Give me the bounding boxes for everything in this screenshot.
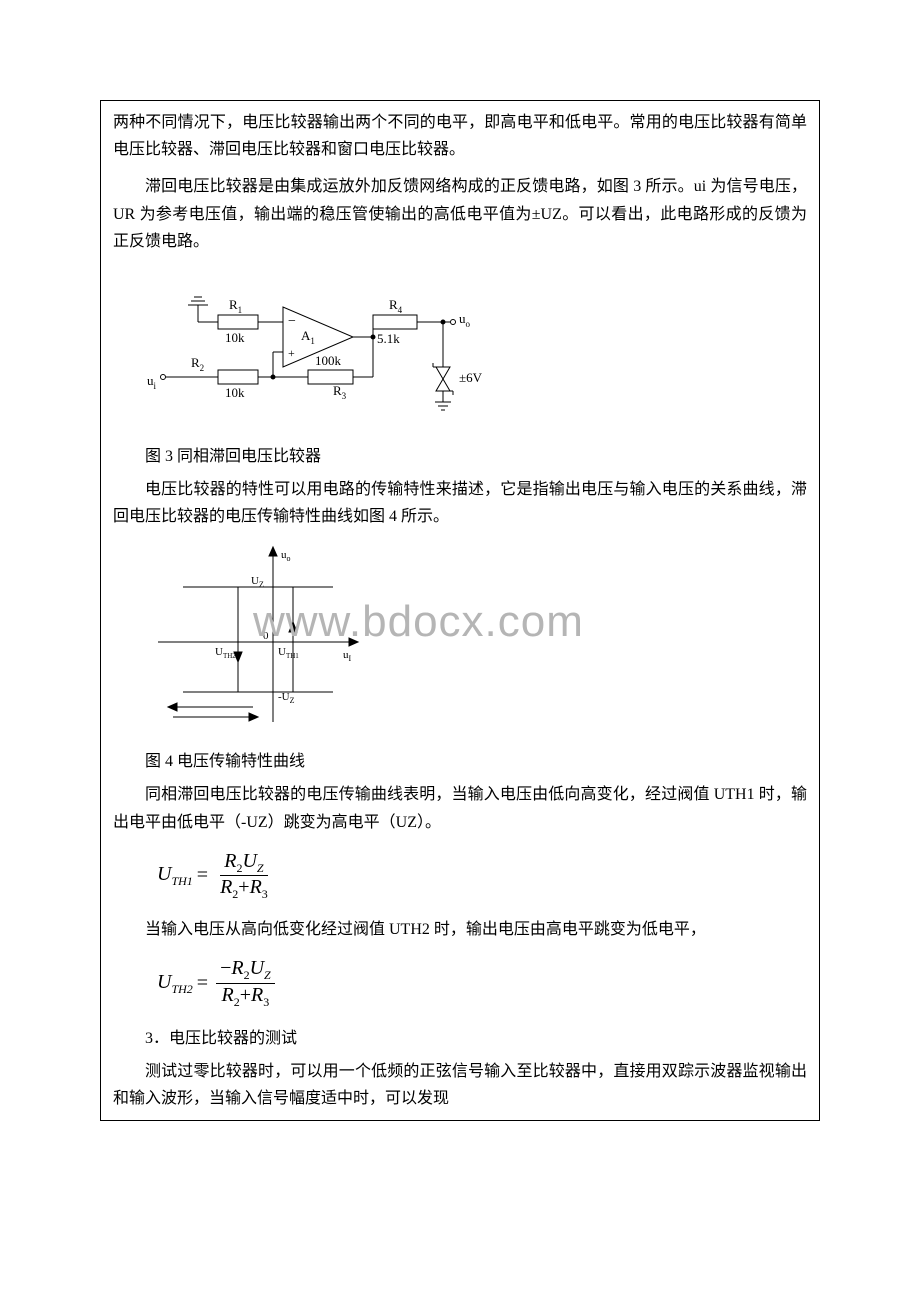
paragraph-6: 测试过零比较器时，可以用一个低频的正弦信号输入至比较器中，直接用双踪示波器监视输… bbox=[113, 1058, 807, 1112]
label-r4: R4 bbox=[389, 297, 403, 315]
label-uth2: UTH2 bbox=[215, 646, 236, 660]
minus-sign: − bbox=[288, 314, 296, 329]
label-r4v: 5.1k bbox=[377, 331, 400, 346]
paragraph-5: 当输入电压从高向低变化经过阀值 UTH2 时，输出电压由高电平跳变为低电平， bbox=[113, 916, 807, 943]
label-muz: -UZ bbox=[278, 691, 295, 705]
axis-ui: uI bbox=[343, 649, 352, 663]
document-frame: 两种不同情况下，电压比较器输出两个不同的电平，即高电平和低电平。常用的电压比较器… bbox=[100, 100, 820, 1121]
paragraph-1: 两种不同情况下，电压比较器输出两个不同的电平，即高电平和低电平。常用的电压比较器… bbox=[113, 109, 807, 163]
equation-uth2: UTH2 = −R2UZ R2+R3 bbox=[157, 957, 807, 1010]
label-r3v: 100k bbox=[315, 353, 342, 368]
label-r1: R1 bbox=[229, 297, 242, 315]
figure-4-caption: 图 4 电压传输特性曲线 bbox=[113, 747, 807, 771]
axis-uo: uo bbox=[281, 549, 291, 563]
section-3-heading: 3．电压比较器的测试 bbox=[113, 1024, 807, 1048]
circuit-svg: R1 10k R2 10k R3 100k R4 5.1k A1 − + ui … bbox=[143, 267, 513, 427]
label-r1v: 10k bbox=[225, 330, 245, 345]
origin-zero: 0 bbox=[263, 630, 269, 642]
paragraph-2: 滞回电压比较器是由集成运放外加反馈网络构成的正反馈电路，如图 3 所示。ui 为… bbox=[113, 173, 807, 255]
label-ui: ui bbox=[147, 373, 157, 391]
label-uz: UZ bbox=[251, 575, 264, 589]
plus-sign: + bbox=[288, 346, 295, 360]
paragraph-4: 同相滞回电压比较器的电压传输曲线表明，当输入电压由低向高变化，经过阀值 UTH1… bbox=[113, 781, 807, 835]
label-uo: uo bbox=[459, 311, 471, 329]
label-r3: R3 bbox=[333, 383, 347, 401]
figure-3-caption: 图 3 同相滞回电压比较器 bbox=[113, 442, 807, 466]
figure-3-circuit: R1 10k R2 10k R3 100k R4 5.1k A1 − + ui … bbox=[143, 267, 807, 432]
label-pm6v: ±6V bbox=[459, 370, 483, 385]
paragraph-3: 电压比较器的特性可以用电路的传输特性来描述，它是指输出电压与输入电压的关系曲线，… bbox=[113, 476, 807, 530]
label-r2: R2 bbox=[191, 355, 204, 373]
figure-4-transfer: uo uI UZ -UZ UTH1 UTH2 0 www.bdocx.com bbox=[143, 542, 807, 737]
label-a1: A1 bbox=[301, 328, 315, 346]
label-uth1: UTH1 bbox=[278, 646, 299, 660]
label-r2v: 10k bbox=[225, 385, 245, 400]
equation-uth1: UTH1 = R2UZ R2+R3 bbox=[157, 850, 807, 903]
transfer-svg: uo uI UZ -UZ UTH1 UTH2 0 bbox=[143, 542, 403, 732]
